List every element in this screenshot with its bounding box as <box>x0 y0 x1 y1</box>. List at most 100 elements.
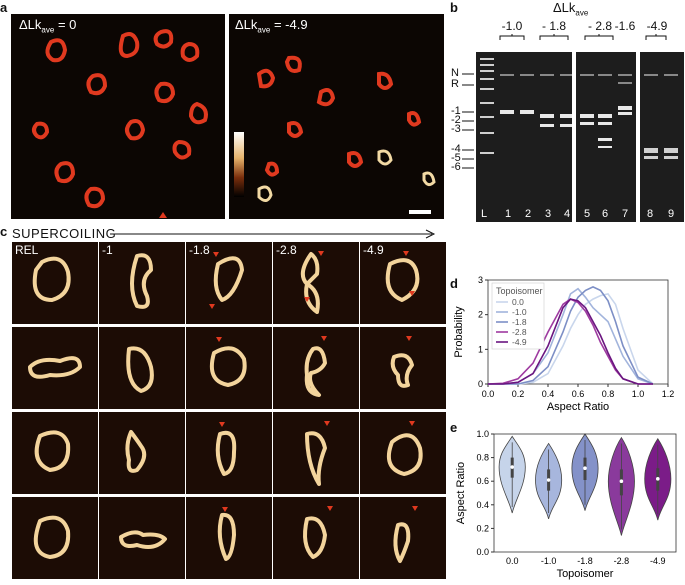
band-label-2: -2 <box>451 114 461 126</box>
column-label-3: -1.8 <box>189 243 210 257</box>
group-label-1: -1.0 <box>502 19 523 33</box>
gel-lane-labels: L 1 2 3 4 5 6 7 8 9 <box>476 208 685 222</box>
density-line-1 <box>488 293 654 385</box>
crossing-arrowhead <box>412 506 418 511</box>
afm-tile-r1-c1: REL <box>12 242 98 324</box>
plasmid-contour <box>33 515 71 559</box>
crossing-arrowhead <box>209 304 215 309</box>
column-label-4: -2.8 <box>276 243 297 257</box>
y-tick-label: 1 <box>478 344 483 354</box>
panel-a-letter: a <box>0 0 8 15</box>
afm-tile-r4-c4 <box>273 497 359 579</box>
density-line-5 <box>488 298 653 385</box>
plasmid-molecule <box>125 430 147 473</box>
plasmid-contour <box>217 512 236 561</box>
crossing-arrowhead <box>327 506 333 511</box>
band-label-3: -3 <box>451 123 461 135</box>
y-tick-label: 1.0 <box>476 429 489 439</box>
plasmid-molecule <box>217 507 236 561</box>
gel-image-left <box>476 52 572 222</box>
plasmid-molecule <box>303 506 333 559</box>
crossing-arrowhead <box>324 421 330 426</box>
plasmid-molecule <box>209 337 247 387</box>
column-label-5: -4.9 <box>363 243 384 257</box>
violin-median-1 <box>510 465 514 469</box>
violin-median-5 <box>656 477 660 481</box>
crossing-arrowhead <box>222 507 228 512</box>
crossing-arrowhead <box>216 337 222 342</box>
plasmid-contour <box>213 256 244 302</box>
violin-median-2 <box>546 478 551 482</box>
legend-label-4: -2.8 <box>512 327 527 337</box>
plasmid-contour <box>32 256 71 302</box>
panel-e-letter: e <box>450 420 458 435</box>
afm-tile-r2-c4 <box>273 327 359 409</box>
x-tick-label: 1.2 <box>662 389 675 399</box>
x-tick-label: 1.0 <box>632 389 645 399</box>
x-tick-label-5: -4.9 <box>650 556 666 566</box>
group-label-5: -4.9 <box>647 19 668 33</box>
plasmid-molecule <box>300 251 324 314</box>
panel-b-letter: b <box>450 0 458 15</box>
afm-image-relaxed: ΔLkave = 0 <box>11 14 225 219</box>
group-label-3: - 2.8 <box>588 19 612 33</box>
plasmid-molecule <box>305 421 330 486</box>
violin-median-4 <box>619 479 624 483</box>
plasmid-molecule <box>34 430 71 472</box>
afm-tile-r3-c1 <box>12 412 98 494</box>
x-tick-label: 0.0 <box>482 389 495 399</box>
lane-label-7: 7 <box>622 208 629 220</box>
gel-title: ΔLkave <box>553 0 589 18</box>
lane-label-9: 9 <box>668 208 675 220</box>
x-axis-label: Topoisomer <box>557 568 614 580</box>
afm-tile-r2-c5 <box>360 327 446 409</box>
crossing-arrowhead <box>219 422 225 427</box>
plasmid-molecule <box>32 256 71 302</box>
column-label-1: REL <box>15 243 39 257</box>
plasmid-contour <box>119 530 167 549</box>
legend-title: Topoisomer <box>496 286 543 296</box>
afm-tile-r2-c3 <box>186 327 272 409</box>
x-tick-label-4: -2.8 <box>614 556 630 566</box>
band-label-4: -4 <box>451 143 461 155</box>
y-tick-label: 3 <box>478 275 483 285</box>
y-tick-label: 0 <box>478 379 483 389</box>
afm-image-supercoiled: ΔLkave = -4.9 <box>229 14 444 219</box>
legend-label-3: -1.8 <box>512 317 527 327</box>
column-label-2: -1 <box>102 243 113 257</box>
legend-label-1: 0.0 <box>512 297 524 307</box>
plasmid-molecule <box>119 530 167 549</box>
plasmid-molecule <box>393 506 418 563</box>
gel-bands-right <box>644 74 678 159</box>
scale-bar <box>409 210 431 214</box>
plasmid-molecule <box>304 336 327 397</box>
x-tick-label: 0.4 <box>542 389 555 399</box>
plasmid-contour <box>305 431 327 486</box>
plasmid-contour <box>125 430 147 473</box>
afm-tile-r4-c3 <box>186 497 272 579</box>
plasmid-contour <box>130 253 153 309</box>
lane-label-6: 6 <box>602 208 609 220</box>
plasmid-contour <box>303 516 327 559</box>
y-tick-label: 2 <box>478 310 483 320</box>
x-tick-label-3: -1.8 <box>577 556 593 566</box>
gel-group-brackets: -1.0 - 1.8 - 2.8 -1.6 -4.9 <box>499 19 668 40</box>
supercoiling-arrow <box>110 229 436 239</box>
color-scale-bar <box>234 132 244 197</box>
afm-tile-r2-c2 <box>99 327 185 409</box>
crossing-arrowhead <box>213 252 219 257</box>
plasmid-contour <box>215 430 237 476</box>
supercoiled-plasmid-shapes <box>234 55 436 214</box>
relaxed-plasmid-rings <box>32 29 208 218</box>
lane-label-5: 5 <box>584 208 591 220</box>
gel-band-arrows <box>462 73 474 169</box>
afm-tile-r3-c2 <box>99 412 185 494</box>
gel-bands-middle <box>580 74 632 148</box>
plasmid-molecule <box>385 251 420 302</box>
violin-median-3 <box>583 466 587 471</box>
crossing-arrowhead <box>406 336 412 341</box>
band-label-6: -6 <box>451 161 461 173</box>
afm-relaxed-label: ΔLkave = 0 <box>19 17 77 35</box>
afm-tile-r3-c4 <box>273 412 359 494</box>
y-tick-label: 0.6 <box>476 476 489 486</box>
